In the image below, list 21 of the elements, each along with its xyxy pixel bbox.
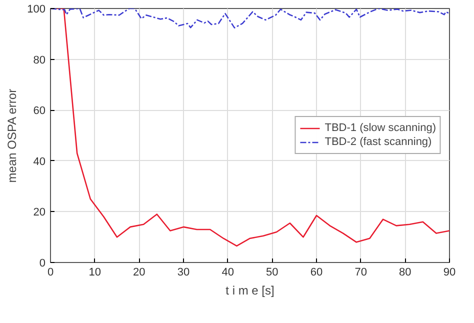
x-tick-label: 50: [266, 266, 278, 278]
x-tick-label: 60: [310, 266, 323, 278]
y-tick-label: 80: [33, 54, 46, 66]
x-tick-label: 40: [222, 266, 234, 278]
x-tick-label: 90: [443, 266, 456, 278]
x-tick-label: 10: [88, 266, 101, 278]
y-tick-label: 60: [33, 105, 46, 118]
y-tick-label: 20: [33, 206, 46, 219]
line-series: [50, 8, 450, 28]
y-tick-label: 100: [27, 4, 46, 16]
x-tick-label: 0: [47, 266, 54, 278]
x-axis-title: t i m e [s]: [226, 284, 274, 298]
x-tick-label: 30: [177, 266, 190, 278]
x-tick-label: 70: [354, 266, 367, 278]
y-tick-label: 0: [39, 258, 46, 270]
y-axis-title: mean OSPA error: [5, 88, 20, 183]
x-tick-label: 20: [133, 266, 146, 278]
x-tick-label: 80: [399, 266, 412, 278]
y-tick-label: 40: [33, 156, 46, 168]
legend-label: TBD-2 (fast scanning): [324, 135, 432, 149]
legend-label: TBD-1 (slow scanning): [324, 121, 436, 135]
